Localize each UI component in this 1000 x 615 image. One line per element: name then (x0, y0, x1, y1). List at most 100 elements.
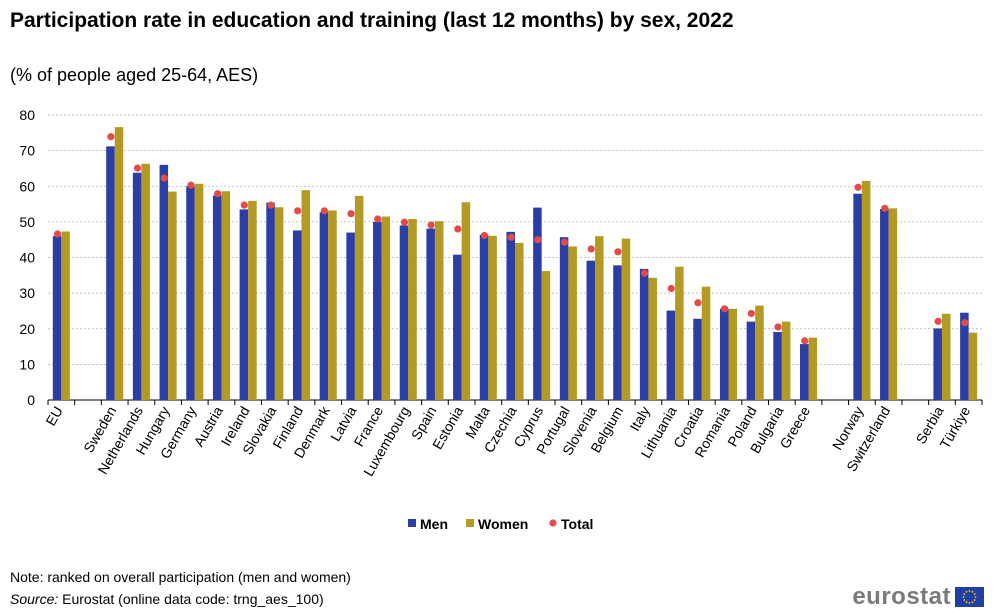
legend-swatch (549, 519, 557, 527)
bar-men (239, 209, 249, 400)
bar-men (559, 237, 569, 400)
bar-women (488, 235, 497, 400)
bar-women (621, 238, 631, 400)
point-total (133, 164, 142, 172)
bar-men (506, 231, 515, 400)
bar-women (808, 337, 818, 400)
bar-women (781, 321, 791, 400)
bar-men (319, 212, 329, 400)
bar-women (728, 308, 738, 400)
bar-men (533, 207, 542, 400)
bar-men (746, 321, 756, 400)
point-total (747, 309, 755, 318)
y-tick-label: 60 (19, 178, 35, 194)
bar-women (888, 208, 898, 400)
point-total (534, 236, 542, 244)
point-total (107, 133, 115, 141)
bar-men (52, 236, 62, 400)
bar-women (354, 195, 364, 400)
bar-women (701, 286, 711, 400)
point-total (881, 204, 889, 212)
point-total (294, 207, 302, 215)
bar-women (114, 127, 124, 401)
bar-women (434, 221, 444, 400)
y-tick-label: 70 (19, 143, 35, 159)
logo-text: eurostat (852, 583, 951, 610)
y-tick-label: 0 (27, 392, 35, 408)
source-label: Source: (10, 591, 59, 607)
point-total (640, 269, 649, 277)
chart-note: Note: ranked on overall participation (m… (10, 569, 351, 585)
point-total (667, 284, 675, 293)
bar-women (541, 271, 551, 400)
point-total (614, 248, 622, 256)
bar-women (248, 200, 257, 400)
bar-women (675, 266, 684, 400)
legend-swatch (466, 519, 474, 527)
y-tick-label: 30 (19, 285, 35, 301)
bar-women (328, 210, 337, 400)
bar-women (861, 180, 871, 400)
y-tick-label: 10 (19, 356, 35, 372)
point-total (214, 190, 222, 198)
bar-men (880, 209, 889, 400)
bar-women (515, 242, 524, 400)
bar-men (933, 328, 942, 400)
bar-women (461, 202, 471, 400)
y-tick-label: 20 (19, 321, 35, 337)
bar-women (568, 246, 577, 400)
point-total (374, 215, 382, 223)
bar-women (168, 191, 177, 400)
point-total (320, 207, 328, 215)
legend-swatch (408, 519, 416, 527)
legend-label: Women (478, 516, 528, 532)
point-total (53, 230, 62, 238)
bar-men (292, 230, 302, 400)
point-total (961, 319, 969, 327)
point-total (400, 218, 409, 226)
legend-label: Men (420, 516, 448, 532)
point-total (480, 231, 489, 240)
bar-men (132, 172, 142, 400)
bar-men (613, 265, 622, 400)
bar-men (399, 225, 409, 400)
bar-men (346, 232, 355, 400)
bar-men (586, 260, 596, 400)
bar-women (648, 277, 657, 400)
bar-women (968, 332, 978, 400)
y-tick-label: 80 (19, 107, 35, 123)
chart-subtitle: (% of people aged 25-64, AES) (10, 65, 259, 85)
point-total (160, 174, 168, 182)
point-total (587, 245, 595, 253)
eurostat-logo: eurostat (852, 583, 984, 610)
point-total (694, 299, 702, 307)
bar-men (853, 193, 862, 400)
point-total (267, 201, 275, 209)
bar-women (381, 216, 391, 400)
bar-men (266, 202, 275, 400)
bar-women (274, 207, 284, 400)
bar-women (221, 191, 230, 400)
bar-women (941, 313, 951, 400)
bar-men (212, 195, 222, 400)
point-total (507, 233, 515, 241)
x-tick-label: Italy (626, 404, 653, 434)
bar-men (106, 146, 115, 400)
bar-men (719, 308, 729, 400)
bar-men (773, 331, 782, 400)
bar-men (426, 228, 435, 400)
bar-men (960, 312, 969, 400)
source-text: Eurostat (online data code: trng_aes_100… (58, 591, 324, 607)
x-tick-label: EU (42, 404, 66, 429)
bar-women (141, 163, 150, 400)
point-total (560, 238, 569, 246)
chart-title: Participation rate in education and trai… (10, 9, 734, 32)
bar-men (693, 318, 702, 400)
bar-women (595, 236, 604, 400)
bar-men (479, 234, 489, 400)
y-tick-label: 50 (19, 214, 35, 230)
bar-men (800, 344, 809, 400)
bar-men (666, 310, 676, 400)
chart-source: Source: Eurostat (online data code: trng… (10, 591, 324, 607)
bar-women (194, 183, 204, 400)
